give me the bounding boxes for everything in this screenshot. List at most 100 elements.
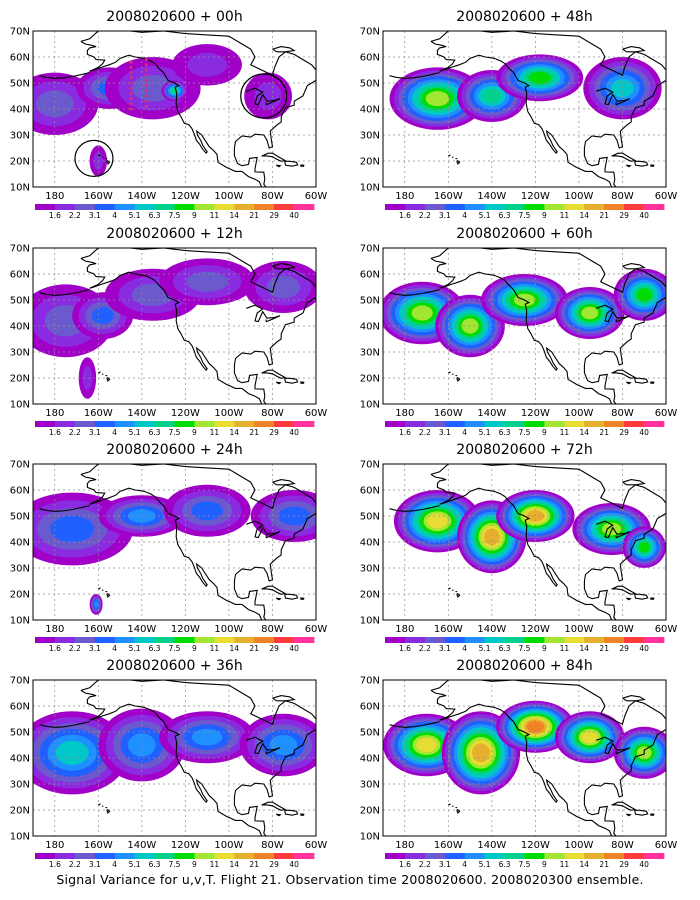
coastline [101,373,104,376]
colorbar-label: 4 [112,644,117,653]
colorbar-swatch [644,637,665,643]
colorbar-swatch [114,637,135,643]
variance-field [383,700,666,795]
y-tick-label: 20N [10,590,30,601]
flight-point [129,97,133,101]
y-tick-label: 10N [360,183,380,194]
colorbar-label: 9 [542,428,547,437]
map-panel: 2008020600 + 60h 10N 20N 30N 40N 50N 60N 70N 180… [360,226,678,437]
colorbar-label: 21 [249,428,259,437]
coastline [451,373,454,376]
y-tick-label: 70N [10,244,30,255]
colorbar-label: 1.6 [49,644,61,653]
y-tick-label: 30N [10,564,30,575]
y-tick-label: 60N [360,486,380,497]
colorbar-swatch [624,421,645,427]
coastline [284,377,299,384]
coastline [106,809,111,814]
colorbar-label: 14 [230,644,240,653]
colorbar-label: 21 [249,211,259,220]
y-tick-label: 50N [360,79,380,90]
plot-frame [32,679,317,837]
colorbar-swatch [94,204,116,210]
y-tick-label: 40N [360,322,380,333]
x-tick-label: 120W [521,408,550,419]
y-tick-label: 60N [10,702,30,713]
contour-region [50,515,95,543]
y-tick-label: 30N [10,131,30,142]
colorbar-label: 4 [462,428,467,437]
colorbar-label: 5.1 [129,211,141,220]
flight-point [144,58,148,62]
panel-title: 2008020600 + 72h [456,442,592,458]
colorbar-label: 11 [210,428,220,437]
y-tick-label: 70N [360,244,380,255]
colorbar-swatch [484,637,505,643]
colorbar-label: 29 [269,428,279,437]
colorbar-swatch [254,637,275,643]
colorbar-swatch [424,853,446,859]
coastline [98,803,101,806]
colorbar-swatch [504,421,525,427]
flight-point [129,107,133,111]
coastline [284,809,299,816]
colorbar-swatch [424,204,446,210]
contour-region [425,91,450,107]
flight-point [129,86,133,90]
x-tick-label: 80W [611,191,634,202]
y-tick-label: 30N [360,131,380,142]
colorbar-label: 40 [639,428,649,437]
panel-title: 2008020600 + 84h [456,658,592,674]
flight-point [129,91,133,95]
contour-region [269,735,298,755]
colorbar-swatch [54,421,76,427]
colorbar-swatch [624,204,645,210]
colorbar-label: 21 [249,860,259,869]
colorbar-swatch [385,421,406,427]
colorbar-label: 40 [289,211,299,220]
x-tick-label: 180 [45,624,64,635]
colorbar-label: 7.5 [519,860,531,869]
y-tick-label: 70N [10,27,30,38]
variance-field [33,708,316,795]
coastline [39,721,90,728]
x-tick-label: 160W [84,624,113,635]
y-tick-label: 50N [360,728,380,739]
map-panel: 2008020600 + 00h 10N 20N 30N 40N 50N 60N 70N 180… [10,9,328,220]
coastlines [389,248,666,404]
coastline [456,377,461,382]
map-panel: 2008020600 + 48h 10N 20N 30N 40N 50N 60N 70N 180… [360,9,678,220]
colorbar-swatch [74,637,96,643]
contour-region [528,71,551,84]
y-tick-label: 70N [10,460,30,471]
colorbar-swatch [644,204,665,210]
colorbar-label: 14 [580,860,590,869]
coastline [596,520,631,539]
y-tick-label: 20N [10,374,30,385]
coastline [611,585,637,595]
colorbar-swatch [254,204,275,210]
grid [383,464,666,620]
y-tick-label: 20N [360,374,380,385]
colorbar-label: 5.1 [129,428,141,437]
colorbar-swatch [154,204,175,210]
colorbar-label: 9 [542,860,547,869]
y-tick-label: 10N [360,400,380,411]
colorbar-swatch [174,421,195,427]
y-tick-label: 60N [360,702,380,713]
plot-frame [32,463,317,621]
x-tick-label: 140W [477,408,506,419]
coastline [430,680,666,836]
colorbar-swatch [544,204,565,210]
colorbar-label: 4 [112,428,117,437]
colorbar-label: 40 [639,860,649,869]
colorbar-swatch [504,853,525,859]
colorbar-label: 3.1 [439,211,451,220]
coastline [98,371,101,374]
colorbar-label: 4 [112,211,117,220]
x-tick-label: 120W [171,840,200,851]
flight-point [144,94,148,98]
flight-point [144,99,148,103]
coastlines [389,464,666,620]
coastline [300,813,305,816]
